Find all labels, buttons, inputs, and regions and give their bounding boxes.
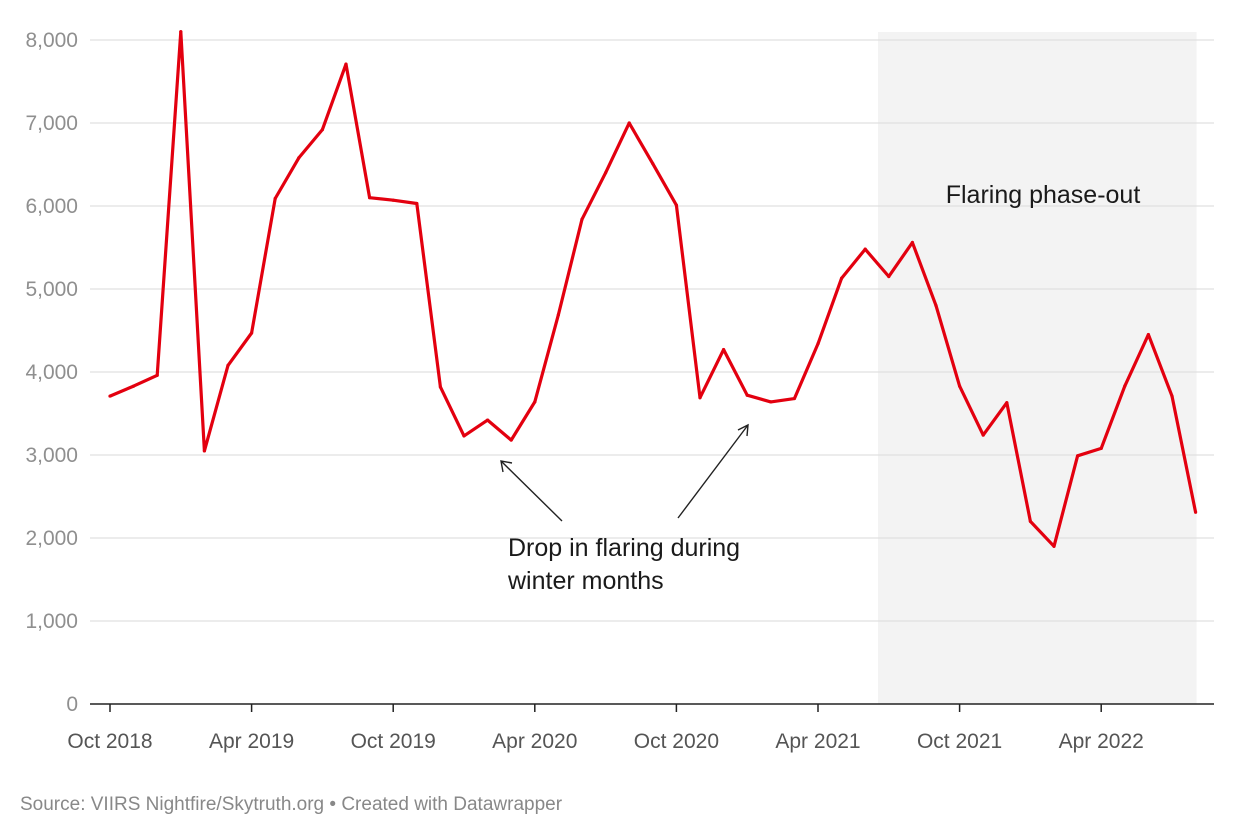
series-point xyxy=(179,30,183,34)
y-tick-label: 2,000 xyxy=(25,527,78,550)
series-point xyxy=(1028,519,1032,524)
series-point xyxy=(769,400,773,404)
annotation-arrow-left-head xyxy=(500,460,513,473)
series-point xyxy=(627,121,631,125)
series-point xyxy=(840,276,844,280)
series-point xyxy=(1099,446,1103,450)
series-point xyxy=(698,396,702,400)
series-point xyxy=(1146,333,1150,337)
annotation-line-1: Drop in flaring during xyxy=(508,534,740,562)
x-tick-label: Oct 2021 xyxy=(917,730,1002,753)
series-point xyxy=(462,434,466,438)
series-point xyxy=(745,393,749,397)
flaring-series-points xyxy=(108,30,1198,548)
series-point xyxy=(486,418,490,422)
x-tick-label: Apr 2022 xyxy=(1059,730,1144,753)
series-point xyxy=(580,217,584,221)
y-tick-label: 6,000 xyxy=(25,195,78,218)
annotation-line-2: winter months xyxy=(507,567,664,595)
y-tick-label: 4,000 xyxy=(25,361,78,384)
series-point xyxy=(934,304,938,308)
series-point xyxy=(1194,510,1198,514)
series-point xyxy=(273,196,277,201)
series-point xyxy=(415,201,419,206)
series-point xyxy=(1005,401,1009,405)
series-point xyxy=(533,400,537,404)
y-tick-label: 8,000 xyxy=(25,29,78,52)
gridlines xyxy=(90,39,1214,622)
series-point xyxy=(108,394,112,398)
annotation-arrow-left xyxy=(500,460,563,522)
x-tick-label: Apr 2019 xyxy=(209,730,294,753)
series-point xyxy=(792,396,797,401)
series-point xyxy=(320,128,324,132)
series-point xyxy=(132,384,136,388)
series-point xyxy=(1076,454,1080,458)
series-point xyxy=(816,342,820,346)
series-point xyxy=(722,347,726,352)
series-point xyxy=(604,171,608,175)
series-point xyxy=(981,433,985,437)
series-point xyxy=(887,274,891,279)
flaring-line-chart: 0 1,000 2,000 3,000 4,000 5,000 6,000 7,000 8,00… xyxy=(25,29,1214,753)
series-point xyxy=(651,162,655,166)
series-point xyxy=(344,62,348,66)
series-point xyxy=(250,331,254,335)
series-point xyxy=(1170,394,1174,398)
phase-out-label: Flaring phase-out xyxy=(946,181,1141,209)
x-tick-label: Apr 2021 xyxy=(775,730,860,753)
y-tick-label: 0 xyxy=(66,693,78,716)
x-tick-label: Oct 2018 xyxy=(67,730,152,753)
series-point xyxy=(674,203,679,207)
series-point xyxy=(1123,384,1127,388)
series-point xyxy=(958,384,962,388)
y-tick-label: 5,000 xyxy=(25,278,78,301)
series-point xyxy=(1052,544,1056,548)
phase-out-shaded-region xyxy=(878,32,1197,704)
series-point xyxy=(202,449,206,453)
series-point xyxy=(297,156,301,160)
series-point xyxy=(368,196,372,200)
series-point xyxy=(863,247,867,251)
y-tick-label: 7,000 xyxy=(25,112,78,135)
series-point xyxy=(556,313,561,317)
series-point xyxy=(509,438,513,442)
winter-drop-annotation: Drop in flaring during winter months xyxy=(500,423,749,595)
source-footer: Source: VIIRS Nightfire/Skytruth.org • C… xyxy=(20,794,563,815)
x-tick-label: Apr 2020 xyxy=(492,730,577,753)
x-tick-label: Oct 2019 xyxy=(351,730,436,753)
annotation-arrow-right xyxy=(677,424,749,519)
series-point xyxy=(155,373,159,377)
annotation-arrow-right-head xyxy=(737,423,749,437)
series-point xyxy=(910,240,915,245)
y-axis-ticks: 0 1,000 2,000 3,000 4,000 5,000 6,000 7,000 8,00… xyxy=(25,29,78,716)
series-point xyxy=(226,363,230,367)
series-point xyxy=(438,385,442,389)
x-tick-label: Oct 2020 xyxy=(634,730,719,753)
x-axis-ticks: Oct 2018 Apr 2019 Oct 2019 Apr 2020 Oct 2020… xyxy=(67,704,1144,753)
series-point xyxy=(391,198,395,202)
y-tick-label: 1,000 xyxy=(25,610,78,633)
y-tick-label: 3,000 xyxy=(25,444,78,467)
